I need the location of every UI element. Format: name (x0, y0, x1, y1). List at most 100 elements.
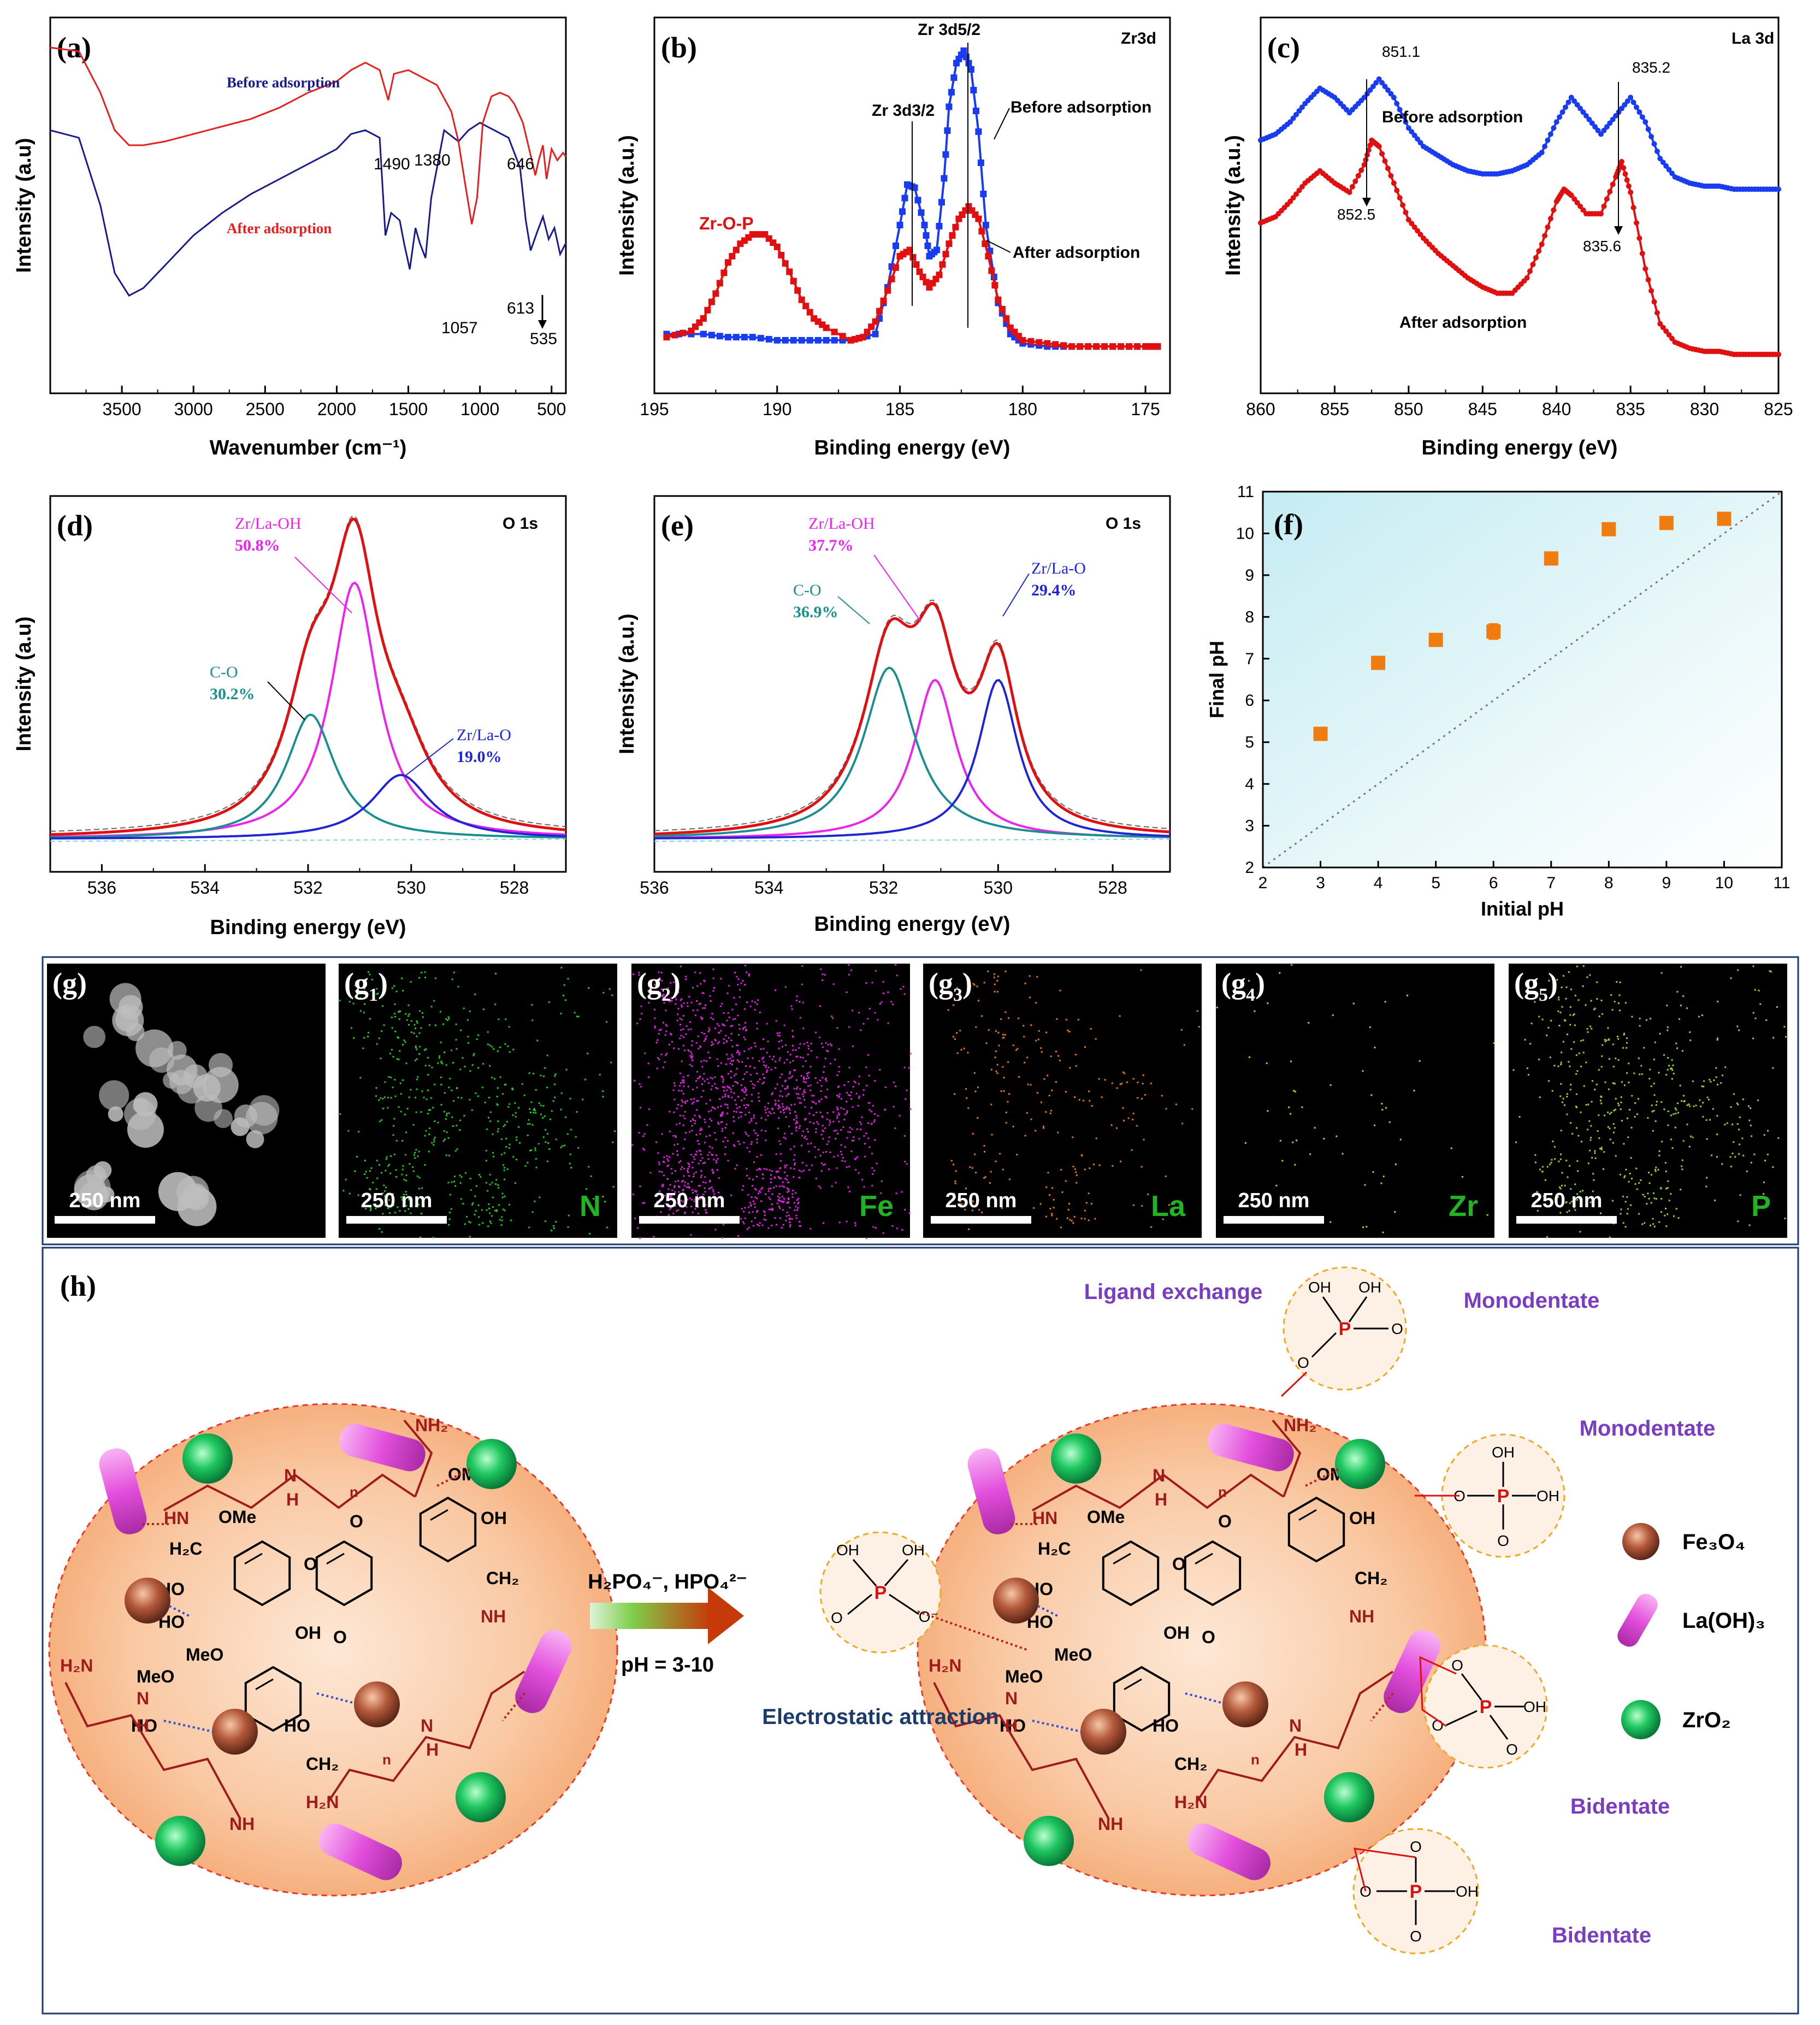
edx-dot (501, 1196, 504, 1199)
edx-dot (375, 1087, 377, 1089)
edx-dot (696, 1009, 699, 1011)
edx-dot (688, 1166, 690, 1168)
edx-dot (1617, 1102, 1619, 1105)
edx-dot (1008, 1178, 1011, 1180)
panel-c-before-label: Before adsorption (1382, 108, 1523, 126)
edx-dot (807, 1085, 809, 1087)
edx-dot (701, 1174, 703, 1177)
edx-map-1: (g1)250 nm N (339, 964, 617, 1238)
edx-dot (534, 1149, 536, 1152)
edx-dot (421, 1187, 423, 1189)
edx-dot (681, 998, 683, 1000)
edx-dot (570, 1167, 572, 1169)
edx-dot (789, 1218, 791, 1220)
edx-dot (705, 1204, 707, 1206)
edx-map-2: (g2)250 nm Fe (631, 964, 912, 1239)
edx-dot (451, 978, 453, 981)
edx-dot (762, 1177, 764, 1179)
f-point (1428, 633, 1443, 647)
edx-dot (678, 1089, 680, 1091)
edx-dot (376, 1177, 379, 1179)
edx-dot (590, 1175, 592, 1177)
edx-dot (1671, 1069, 1674, 1071)
edx-dot (738, 1143, 741, 1145)
la3d-point (1539, 150, 1545, 156)
edx-dot (712, 1154, 714, 1156)
edx-dot (783, 1112, 785, 1114)
edx-dot (702, 1007, 704, 1009)
edx-dot (687, 1005, 689, 1007)
edx-dot (782, 1181, 784, 1183)
edx-dot (737, 1044, 739, 1047)
edx-dot (705, 1212, 707, 1214)
x-tick-label: 536 (640, 878, 669, 898)
edx-dot (1652, 1223, 1654, 1225)
edx-dot (1382, 1231, 1384, 1233)
edx-dot (390, 1076, 392, 1078)
edx-dot (1665, 1170, 1667, 1172)
edx-dot (1630, 1157, 1632, 1159)
edx-dot (704, 1007, 706, 1009)
edx-dot (506, 1168, 509, 1170)
edx-dot (811, 1095, 813, 1097)
panel-d-title: O 1s (503, 515, 538, 533)
panel-e-label: (e) (661, 509, 694, 542)
edx-dot (683, 1184, 686, 1186)
edx-dot (789, 1071, 791, 1073)
edx-dot (730, 1039, 732, 1041)
edx-dot (954, 1180, 956, 1182)
edx-dot (499, 1076, 501, 1078)
edx-dot (457, 1096, 459, 1099)
edx-dot (394, 1212, 396, 1214)
edx-dot (874, 1139, 876, 1141)
edx-dot (683, 1002, 685, 1005)
panel-d-series (50, 515, 566, 842)
edx-dot (1614, 1083, 1616, 1085)
edx-dot (497, 1104, 499, 1106)
edx-dot (1090, 1028, 1092, 1030)
edx-dot (814, 1031, 817, 1034)
edx-dot (1399, 1138, 1402, 1141)
edx-dot (793, 1159, 795, 1161)
edx-dot (687, 1170, 689, 1172)
edx-dot (700, 1002, 702, 1005)
edx-dot (997, 1031, 1000, 1034)
edx-dot (1098, 1078, 1100, 1080)
edx-dot (1677, 1112, 1679, 1114)
edx-dot (870, 1123, 872, 1125)
x-tick-label: 175 (1131, 399, 1160, 419)
edx-dot (1680, 1005, 1682, 1007)
edx-dot (760, 1188, 763, 1190)
la3d-point (1618, 159, 1624, 164)
edx-dot (504, 1043, 506, 1045)
edx-dot (1609, 1138, 1611, 1141)
panel-a-ticks: 3500 3000 2500 2000 1500 1000 500 (85, 386, 566, 419)
edx-dot (535, 1112, 537, 1114)
zr3d-point (716, 280, 723, 287)
edx-dot (755, 1176, 758, 1178)
edx-dot (764, 1214, 766, 1217)
edx-dot (1127, 1117, 1130, 1119)
edx-dot (679, 1085, 681, 1087)
panel-g: (g)250 nm(g1)250 nm N(g2)250 nm Fe(g3)250 … (42, 956, 1799, 1245)
edx-dot (873, 1119, 876, 1121)
edx-dot (1132, 1078, 1134, 1080)
la3d-point (1409, 221, 1415, 227)
edx-dot (1366, 1226, 1368, 1228)
edx-dot (802, 1095, 805, 1097)
edx-dot (1631, 1095, 1633, 1097)
edx-dot (764, 1109, 766, 1111)
x-tick-label: 190 (763, 399, 791, 419)
edx-dot (680, 1168, 682, 1171)
edx-dot (691, 1040, 693, 1042)
edx-dot (1057, 1055, 1060, 1057)
p-substituent: OH (836, 1542, 859, 1558)
edx-dot (1600, 1148, 1603, 1150)
edx-dot (437, 1121, 439, 1124)
edx-dot (714, 1108, 716, 1110)
fe3o4-particle (354, 1681, 400, 1727)
f-y-tick-label: 6 (1245, 692, 1254, 710)
edx-dot (1730, 1165, 1732, 1167)
edx-dot (744, 1038, 746, 1041)
edx-dot (1623, 1143, 1625, 1145)
